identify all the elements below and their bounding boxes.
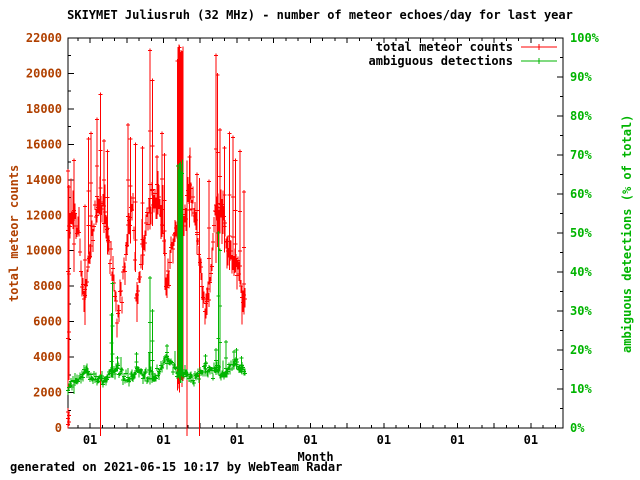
legend-sample-line-red	[521, 40, 557, 54]
svg-text:6000: 6000	[33, 315, 62, 329]
y-axis-right-label: ambiguous detections (% of total)	[620, 114, 634, 353]
legend-line-icon	[521, 44, 557, 50]
series-ambiguous-detections	[66, 159, 247, 396]
svg-text:12000: 12000	[26, 208, 62, 222]
legend-item-total-meteor-counts: total meteor counts	[0, 40, 557, 54]
y-axis-left-label: total meteor counts	[7, 164, 21, 302]
svg-text:4000: 4000	[33, 350, 62, 364]
chart-title: SKIYMET Juliusruh (32 MHz) - number of m…	[67, 8, 573, 22]
svg-text:01: 01	[230, 433, 244, 447]
svg-text:01: 01	[524, 433, 538, 447]
svg-text:01: 01	[450, 433, 464, 447]
svg-text:14000: 14000	[26, 173, 62, 187]
svg-text:20000: 20000	[26, 66, 62, 80]
svg-text:10000: 10000	[26, 244, 62, 258]
svg-text:16000: 16000	[26, 137, 62, 151]
legend-sample-line-green	[521, 54, 557, 68]
svg-text:8000: 8000	[33, 279, 62, 293]
legend-label: ambiguous detections	[368, 54, 514, 68]
svg-text:01: 01	[303, 433, 317, 447]
svg-text:01: 01	[83, 433, 97, 447]
svg-text:01: 01	[377, 433, 391, 447]
svg-text:20%: 20%	[570, 343, 592, 357]
svg-text:30%: 30%	[570, 304, 592, 318]
svg-text:40%: 40%	[570, 265, 592, 279]
svg-text:01: 01	[156, 433, 170, 447]
axes: 01 01 01 01 01 01 01 0 2000 4000 6000 8000 10000 1200…	[26, 31, 600, 447]
generated-timestamp: generated on 2021-06-15 10:17 by WebTeam…	[10, 460, 343, 474]
svg-text:0%: 0%	[570, 421, 585, 435]
legend-line-icon	[521, 58, 557, 64]
legend-label: total meteor counts	[375, 40, 513, 54]
svg-text:2000: 2000	[33, 386, 62, 400]
series-total-meteor-counts	[66, 44, 247, 436]
svg-text:22000: 22000	[26, 31, 62, 45]
svg-text:18000: 18000	[26, 102, 62, 116]
svg-text:80%: 80%	[570, 109, 592, 123]
svg-text:60%: 60%	[570, 187, 592, 201]
svg-text:70%: 70%	[570, 148, 592, 162]
svg-text:90%: 90%	[570, 70, 592, 84]
svg-text:10%: 10%	[570, 382, 592, 396]
svg-text:100%: 100%	[570, 31, 600, 45]
x-axis-label: Month	[297, 450, 334, 464]
svg-text:0: 0	[55, 421, 62, 435]
legend: total meteor counts ambiguous detections	[0, 40, 557, 68]
legend-item-ambiguous-detections: ambiguous detections	[0, 54, 557, 68]
svg-text:50%: 50%	[570, 226, 592, 240]
